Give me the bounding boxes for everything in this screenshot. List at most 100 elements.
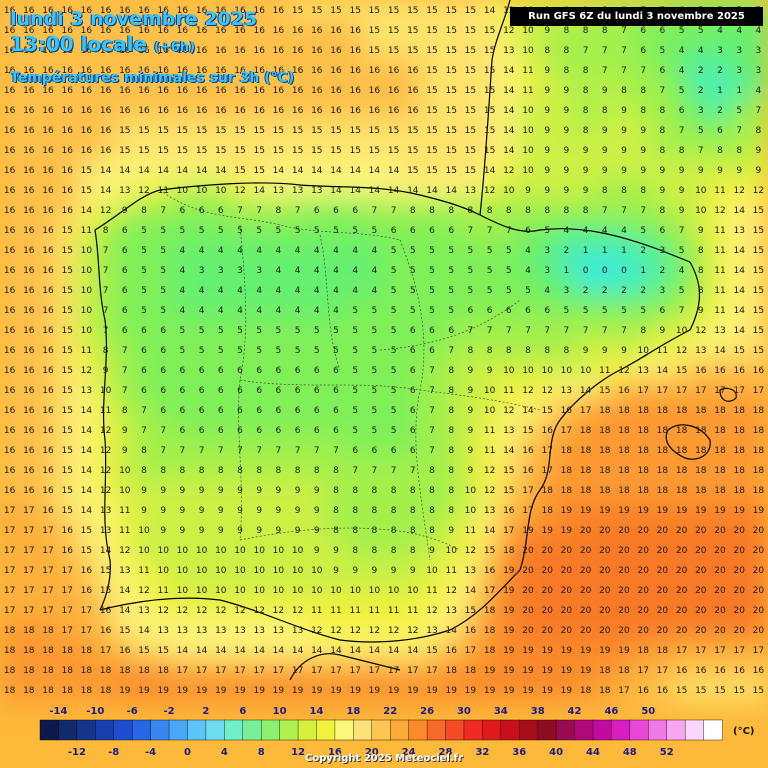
field-cell	[362, 498, 386, 522]
field-cell	[689, 438, 713, 462]
field-cell	[55, 298, 79, 322]
temperature-value: 9	[698, 226, 704, 236]
temperature-value: 6	[295, 406, 301, 416]
temperature-value: 6	[256, 366, 262, 376]
field-cell	[362, 78, 386, 102]
temperature-value: 18	[657, 486, 669, 496]
temperature-value: 11	[484, 426, 495, 436]
field-cell	[55, 638, 79, 662]
temperature-value: 16	[234, 86, 246, 96]
temperature-value: 7	[391, 466, 397, 476]
temperature-value: 17	[657, 386, 668, 396]
temperature-value: 8	[564, 46, 570, 56]
temperature-value: 16	[753, 366, 765, 376]
temperature-value: 9	[756, 166, 762, 176]
temperature-value: 9	[544, 86, 550, 96]
temperature-value: 4	[218, 286, 224, 296]
temperature-value: 15	[541, 406, 552, 416]
temperature-value: 6	[180, 206, 186, 216]
temperature-value: 16	[42, 426, 54, 436]
field-cell	[746, 58, 768, 82]
field-cell	[554, 458, 578, 482]
field-cell	[286, 318, 310, 342]
temperature-value: 8	[564, 206, 570, 216]
temperature-value: 1	[736, 86, 742, 96]
field-cell	[324, 498, 348, 522]
field-cell	[727, 278, 751, 302]
field-cell	[74, 678, 98, 702]
temperature-value: 16	[196, 86, 208, 96]
temperature-value: 10	[369, 586, 381, 596]
field-cell	[574, 158, 598, 182]
field-cell	[631, 378, 655, 402]
field-cell	[286, 478, 310, 502]
temperature-value: 17	[253, 666, 264, 676]
field-cell	[458, 538, 482, 562]
temperature-value: 16	[177, 6, 189, 16]
field-cell	[631, 198, 655, 222]
temperature-value: 5	[333, 226, 339, 236]
temperature-value: 8	[640, 326, 646, 336]
temperature-value: 12	[541, 386, 552, 396]
temperature-value: 14	[119, 166, 131, 176]
field-cell	[478, 478, 502, 502]
field-cell	[670, 678, 694, 702]
field-cell	[286, 638, 310, 662]
temperature-value: 18	[484, 606, 496, 616]
field-cell	[382, 518, 406, 542]
temperature-value: 16	[292, 66, 304, 76]
temperature-value: 17	[541, 466, 552, 476]
field-cell	[17, 278, 41, 302]
field-cell	[17, 558, 41, 582]
temperature-value: 8	[256, 466, 262, 476]
field-cell	[382, 158, 406, 182]
temperature-value: 8	[698, 286, 704, 296]
field-cell	[324, 218, 348, 242]
field-cell	[228, 58, 252, 82]
field-cell	[612, 638, 636, 662]
temperature-value: 8	[141, 446, 147, 456]
temperature-value: 8	[487, 346, 493, 356]
temperature-value: 13	[503, 426, 514, 436]
field-cell	[170, 438, 194, 462]
temperature-value: 7	[160, 446, 166, 456]
field-cell	[247, 318, 271, 342]
temperature-value: 17	[61, 586, 72, 596]
field-cell	[689, 398, 713, 422]
field-cell	[228, 158, 252, 182]
temperature-value: 18	[753, 446, 765, 456]
field-cell	[0, 638, 22, 662]
temperature-value: 8	[621, 86, 627, 96]
temperature-value: 16	[273, 66, 285, 76]
field-cell	[94, 138, 118, 162]
field-cell	[228, 38, 252, 62]
field-cell	[574, 58, 598, 82]
temperature-value: 10	[695, 186, 707, 196]
temperature-value: 15	[407, 126, 418, 136]
temperature-value: 4	[276, 306, 282, 316]
temperature-value: 15	[81, 186, 92, 196]
temperature-value: 14	[292, 166, 304, 176]
temperature-value: 9	[468, 406, 474, 416]
field-cell	[113, 478, 137, 502]
field-cell	[458, 0, 482, 22]
field-cell	[535, 78, 559, 102]
field-cell	[170, 198, 194, 222]
field-cell	[478, 218, 502, 242]
field-cell	[708, 418, 732, 442]
field-cell	[151, 458, 175, 482]
legend-swatch	[187, 719, 207, 741]
temperature-value: 19	[522, 686, 534, 696]
temperature-value: 16	[42, 306, 54, 316]
temperature-value: 5	[256, 346, 262, 356]
field-cell	[132, 658, 156, 682]
field-cell	[593, 178, 617, 202]
field-cell	[650, 118, 674, 142]
field-cell	[516, 498, 540, 522]
field-cell	[708, 218, 732, 242]
temperature-value: 18	[733, 406, 745, 416]
field-cell	[478, 638, 502, 662]
temperature-value: 15	[465, 66, 476, 76]
temperature-value: 9	[602, 86, 608, 96]
temperature-value: 18	[4, 646, 16, 656]
